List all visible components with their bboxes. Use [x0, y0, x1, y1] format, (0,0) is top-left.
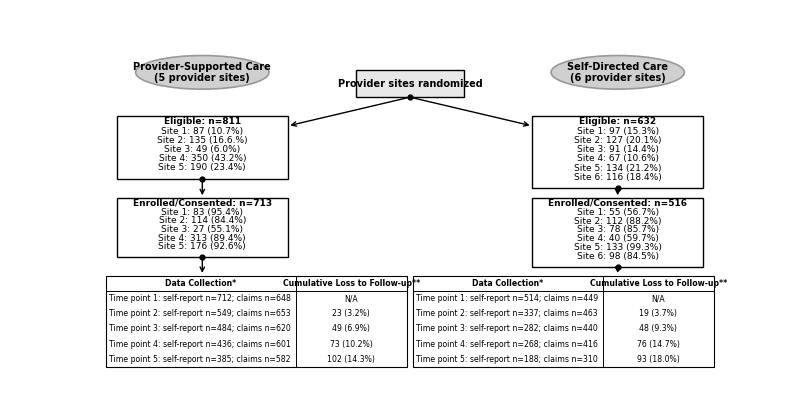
Bar — [117, 116, 287, 179]
Text: Provider-Supported Care
(5 provider sites): Provider-Supported Care (5 provider site… — [134, 62, 271, 83]
Text: Site 5: 176 (92.6%): Site 5: 176 (92.6%) — [158, 243, 246, 251]
Text: Cumulative Loss to Follow-up**: Cumulative Loss to Follow-up** — [590, 279, 726, 288]
Text: Site 4: 313 (89.4%): Site 4: 313 (89.4%) — [158, 234, 246, 243]
Text: Enrolled/Consented: n=713: Enrolled/Consented: n=713 — [133, 199, 272, 208]
Text: Site 2: 112 (88.2%): Site 2: 112 (88.2%) — [574, 216, 662, 225]
Text: Site 1: 87 (10.7%): Site 1: 87 (10.7%) — [162, 126, 243, 136]
Text: Site 6: 116 (18.4%): Site 6: 116 (18.4%) — [574, 173, 662, 182]
Text: Enrolled/Consented: n=516: Enrolled/Consented: n=516 — [548, 199, 687, 208]
Ellipse shape — [136, 55, 269, 89]
Text: 102 (14.3%): 102 (14.3%) — [327, 355, 375, 364]
Text: 93 (18.0%): 93 (18.0%) — [637, 355, 679, 364]
Text: Cumulative Loss to Follow-up**: Cumulative Loss to Follow-up** — [282, 279, 420, 288]
Text: Data Collection*: Data Collection* — [472, 279, 543, 288]
Text: Site 2: 114 (84.4%): Site 2: 114 (84.4%) — [158, 216, 246, 225]
Text: Site 5: 190 (23.4%): Site 5: 190 (23.4%) — [158, 163, 246, 172]
Text: Eligible: n=811: Eligible: n=811 — [164, 117, 241, 126]
Text: Self-Directed Care
(6 provider sites): Self-Directed Care (6 provider sites) — [567, 62, 668, 83]
Text: N/A: N/A — [651, 294, 665, 303]
Text: Time point 5: self-report n=188; claims n=310: Time point 5: self-report n=188; claims … — [415, 355, 598, 364]
Bar — [356, 70, 464, 97]
Text: Time point 3: self-report n=484; claims n=620: Time point 3: self-report n=484; claims … — [109, 324, 290, 334]
Text: Site 6: 98 (84.5%): Site 6: 98 (84.5%) — [577, 252, 658, 261]
Text: Time point 1: self-report n=712; claims n=648: Time point 1: self-report n=712; claims … — [109, 294, 290, 303]
Bar — [117, 198, 287, 258]
Text: Site 3: 27 (55.1%): Site 3: 27 (55.1%) — [162, 225, 243, 234]
Text: Site 2: 127 (20.1%): Site 2: 127 (20.1%) — [574, 136, 662, 145]
Text: Time point 2: self-report n=549; claims n=653: Time point 2: self-report n=549; claims … — [109, 309, 290, 318]
Text: 23 (3.2%): 23 (3.2%) — [332, 309, 370, 318]
Text: Provider sites randomized: Provider sites randomized — [338, 79, 482, 89]
Text: Time point 4: self-report n=268; claims n=416: Time point 4: self-report n=268; claims … — [415, 340, 598, 349]
Ellipse shape — [551, 55, 684, 89]
Text: Time point 3: self-report n=282; claims n=440: Time point 3: self-report n=282; claims … — [415, 324, 598, 334]
Text: Site 4: 40 (59.7%): Site 4: 40 (59.7%) — [577, 234, 658, 243]
Text: 19 (3.7%): 19 (3.7%) — [639, 309, 677, 318]
Text: 49 (6.9%): 49 (6.9%) — [332, 324, 370, 334]
Bar — [533, 116, 703, 188]
Bar — [106, 276, 407, 367]
Text: 48 (9.3%): 48 (9.3%) — [639, 324, 677, 334]
Text: Site 4: 67 (10.6%): Site 4: 67 (10.6%) — [577, 154, 658, 163]
Text: Site 5: 134 (21.2%): Site 5: 134 (21.2%) — [574, 163, 662, 173]
Bar — [413, 276, 714, 367]
Text: Site 2: 135 (16.6.%): Site 2: 135 (16.6.%) — [157, 136, 248, 145]
Text: Time point 1: self-report n=514; claims n=449: Time point 1: self-report n=514; claims … — [415, 294, 598, 303]
Text: Time point 5: self-report n=385; claims n=582: Time point 5: self-report n=385; claims … — [109, 355, 290, 364]
Text: Site 3: 49 (6.0%): Site 3: 49 (6.0%) — [164, 145, 241, 154]
Text: Site 3: 78 (85.7%): Site 3: 78 (85.7%) — [577, 225, 658, 234]
Text: Site 1: 55 (56.7%): Site 1: 55 (56.7%) — [577, 208, 658, 217]
Text: Site 4: 350 (43.2%): Site 4: 350 (43.2%) — [158, 154, 246, 163]
Text: Site 1: 83 (95.4%): Site 1: 83 (95.4%) — [162, 208, 243, 216]
Text: Site 3: 91 (14.4%): Site 3: 91 (14.4%) — [577, 145, 658, 154]
Text: Time point 2: self-report n=337; claims n=463: Time point 2: self-report n=337; claims … — [415, 309, 598, 318]
Text: 73 (10.2%): 73 (10.2%) — [330, 340, 373, 349]
Text: Time point 4: self-report n=436; claims n=601: Time point 4: self-report n=436; claims … — [109, 340, 290, 349]
Text: Site 5: 133 (99.3%): Site 5: 133 (99.3%) — [574, 243, 662, 252]
Text: N/A: N/A — [345, 294, 358, 303]
Bar — [533, 198, 703, 267]
Text: Site 1: 97 (15.3%): Site 1: 97 (15.3%) — [577, 126, 658, 136]
Text: Data Collection*: Data Collection* — [166, 279, 237, 288]
Text: Eligible: n=632: Eligible: n=632 — [579, 117, 656, 126]
Text: 76 (14.7%): 76 (14.7%) — [637, 340, 680, 349]
